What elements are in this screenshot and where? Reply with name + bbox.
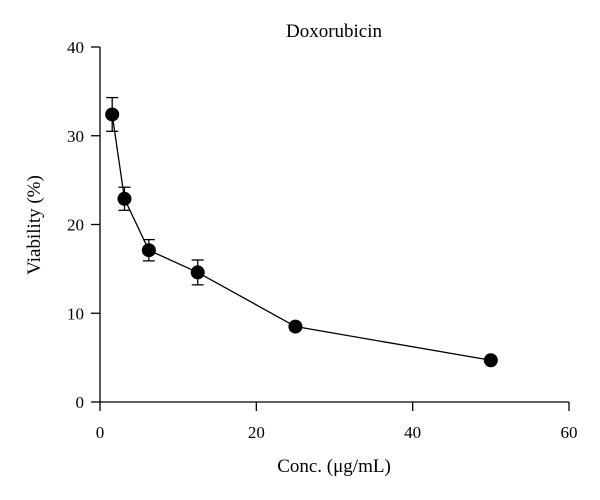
data-point (190, 265, 205, 280)
series-group (105, 96, 498, 368)
y-tick-label: 0 (76, 393, 85, 412)
data-point (483, 353, 498, 368)
y-tick-label: 30 (67, 127, 84, 146)
axes: 0 20 40 60 0 10 20 30 40 (67, 38, 578, 442)
y-tick-label: 40 (67, 38, 84, 57)
y-tick-label: 20 (67, 216, 84, 235)
chart-title: Doxorubicin (286, 21, 383, 42)
x-axis-title: Conc. (μg/mL) (277, 456, 391, 477)
y-tick-label: 10 (67, 304, 84, 323)
data-point (288, 319, 303, 334)
data-point (117, 191, 132, 206)
x-tick-label: 0 (96, 423, 105, 442)
x-tick-label: 60 (561, 423, 578, 442)
data-point (105, 107, 120, 122)
series-line (111, 114, 491, 361)
x-tick-label: 40 (404, 423, 421, 442)
x-tick-label: 20 (248, 423, 265, 442)
y-axis-title: Viability (%) (24, 175, 45, 275)
data-point (141, 243, 156, 258)
